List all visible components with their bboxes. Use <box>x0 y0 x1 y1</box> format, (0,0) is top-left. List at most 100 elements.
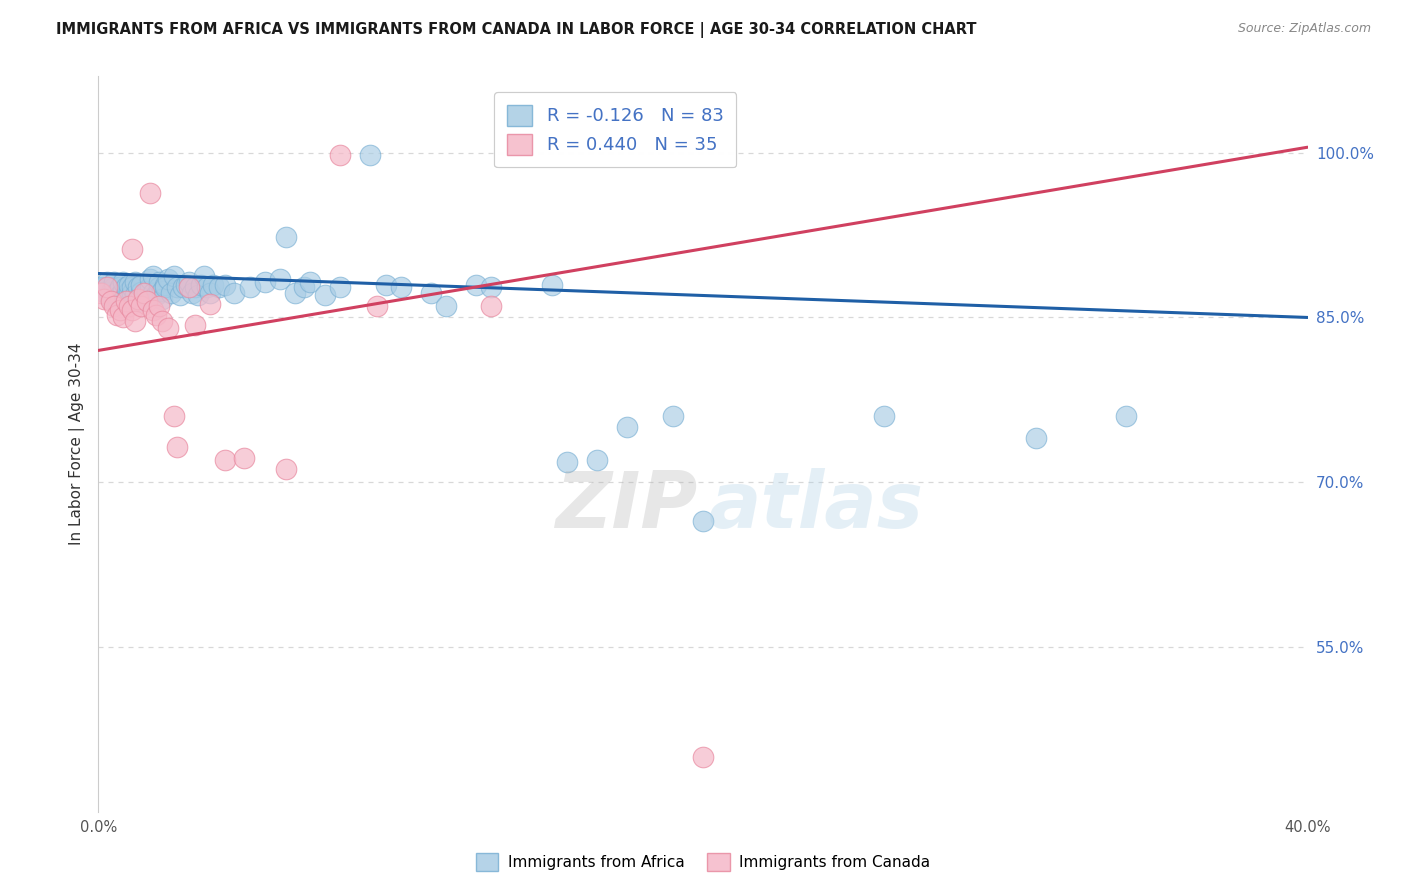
Point <box>274 230 297 244</box>
Point <box>145 288 167 302</box>
Point <box>129 277 152 292</box>
Point <box>195 279 218 293</box>
Point <box>540 277 562 292</box>
Point <box>142 302 165 317</box>
Point <box>329 148 352 162</box>
Point <box>181 286 204 301</box>
Point <box>96 279 118 293</box>
Point <box>90 279 112 293</box>
Point <box>114 293 136 308</box>
Point <box>139 186 162 201</box>
Point <box>481 279 503 293</box>
Point <box>166 440 188 454</box>
Point <box>214 277 236 292</box>
Text: atlas: atlas <box>709 468 924 544</box>
Point <box>105 285 128 300</box>
Point <box>124 288 146 302</box>
Point <box>148 279 170 293</box>
Point <box>224 286 246 301</box>
Point <box>232 451 254 466</box>
Point <box>135 293 157 308</box>
Point <box>142 268 165 283</box>
Point <box>121 286 143 301</box>
Point <box>90 286 112 301</box>
Point <box>314 288 336 302</box>
Point <box>103 279 125 293</box>
Point <box>148 275 170 289</box>
Point <box>127 279 149 293</box>
Point <box>93 285 115 300</box>
Point <box>96 275 118 289</box>
Point <box>434 300 457 314</box>
Point <box>465 277 488 292</box>
Text: IMMIGRANTS FROM AFRICA VS IMMIGRANTS FROM CANADA IN LABOR FORCE | AGE 30-34 CORR: IMMIGRANTS FROM AFRICA VS IMMIGRANTS FRO… <box>56 22 977 38</box>
Point <box>139 272 162 286</box>
Point <box>114 279 136 293</box>
Point <box>142 286 165 301</box>
Point <box>374 277 396 292</box>
Point <box>172 279 194 293</box>
Point <box>93 279 115 293</box>
Point <box>100 285 122 300</box>
Point <box>239 279 262 293</box>
Point <box>692 749 714 764</box>
Point <box>586 453 609 467</box>
Point <box>329 279 352 293</box>
Point <box>132 286 155 301</box>
Point <box>555 455 578 469</box>
Point <box>366 300 388 314</box>
Point <box>420 286 443 301</box>
Point <box>193 268 215 283</box>
Point <box>103 275 125 289</box>
Point <box>166 279 188 293</box>
Point <box>190 277 212 292</box>
Point <box>208 279 231 293</box>
Point <box>202 277 225 292</box>
Point <box>184 279 207 293</box>
Point <box>873 409 896 424</box>
Point <box>118 277 141 292</box>
Point <box>214 453 236 467</box>
Point <box>100 292 122 306</box>
Point <box>114 292 136 306</box>
Point <box>111 275 134 289</box>
Point <box>692 514 714 528</box>
Point <box>148 300 170 314</box>
Legend: R = -0.126   N = 83, R = 0.440   N = 35: R = -0.126 N = 83, R = 0.440 N = 35 <box>495 92 737 168</box>
Point <box>360 148 382 162</box>
Point <box>163 268 186 283</box>
Point <box>156 321 179 335</box>
Y-axis label: In Labor Force | Age 30-34: In Labor Force | Age 30-34 <box>69 343 84 545</box>
Point <box>156 272 179 286</box>
Text: ZIP: ZIP <box>555 468 697 544</box>
Point <box>179 275 201 289</box>
Point <box>145 308 167 322</box>
Point <box>105 308 128 322</box>
Point <box>153 277 176 292</box>
Point <box>200 286 222 301</box>
Point <box>187 288 209 302</box>
Point <box>111 310 134 325</box>
Point <box>169 288 191 302</box>
Point <box>108 279 131 293</box>
Point <box>150 314 173 328</box>
Point <box>139 279 162 293</box>
Legend: Immigrants from Africa, Immigrants from Canada: Immigrants from Africa, Immigrants from … <box>470 847 936 877</box>
Point <box>118 300 141 314</box>
Point <box>269 272 291 286</box>
Point <box>111 284 134 298</box>
Text: Source: ZipAtlas.com: Source: ZipAtlas.com <box>1237 22 1371 36</box>
Point <box>150 292 173 306</box>
Point <box>253 275 276 289</box>
Point <box>274 462 297 476</box>
Point <box>135 284 157 298</box>
Point <box>153 279 176 293</box>
Point <box>121 243 143 257</box>
Point <box>129 285 152 300</box>
Point <box>174 277 197 292</box>
Point <box>284 286 307 301</box>
Point <box>124 314 146 328</box>
Point <box>163 409 186 424</box>
Point <box>127 293 149 308</box>
Point <box>299 275 322 289</box>
